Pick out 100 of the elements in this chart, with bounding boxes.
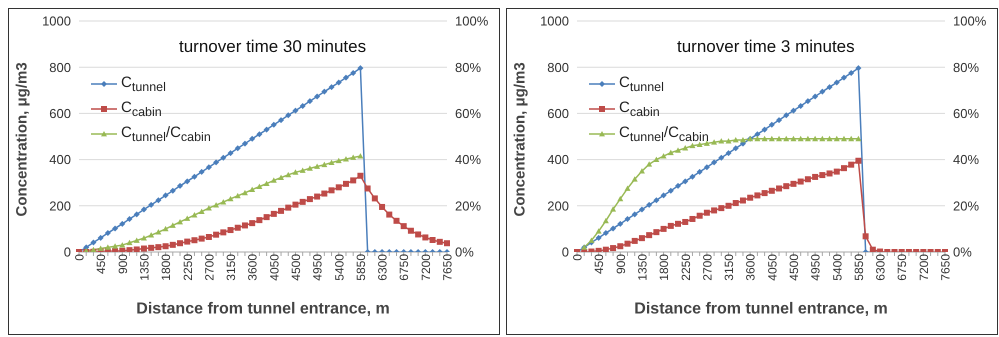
point — [430, 236, 436, 243]
point — [314, 94, 320, 100]
point — [848, 162, 854, 168]
point — [689, 174, 696, 180]
point — [855, 65, 862, 72]
point — [112, 225, 118, 232]
point — [242, 140, 248, 147]
point — [689, 142, 696, 148]
point — [870, 246, 876, 252]
point — [98, 234, 104, 241]
point — [184, 216, 190, 221]
point — [617, 243, 624, 250]
point — [256, 217, 262, 224]
point — [242, 190, 248, 196]
point — [754, 131, 760, 138]
point — [422, 234, 428, 240]
point — [104, 230, 111, 236]
point — [306, 98, 313, 104]
x-tick-label: 0 — [72, 254, 87, 261]
point — [415, 231, 422, 238]
point — [783, 136, 790, 142]
point — [588, 237, 594, 243]
point — [840, 165, 847, 172]
point — [328, 187, 335, 194]
x-tick-label: 4950 — [808, 254, 823, 281]
point — [768, 188, 775, 194]
point — [776, 136, 782, 142]
point — [155, 197, 162, 204]
point — [762, 126, 768, 133]
point — [249, 186, 256, 192]
point — [768, 122, 775, 128]
point — [819, 172, 826, 178]
point — [747, 194, 754, 201]
y2-tick-label: 0% — [455, 244, 474, 260]
point — [220, 199, 226, 205]
point — [300, 103, 306, 110]
y-tick-label: 200 — [547, 198, 569, 214]
point — [228, 150, 234, 156]
point — [638, 235, 645, 242]
point — [292, 202, 298, 208]
x-tick-label: 7200 — [418, 254, 433, 281]
point — [256, 131, 262, 138]
point — [602, 246, 609, 252]
y-tick-label: 800 — [547, 60, 569, 75]
point — [306, 196, 313, 202]
y2-tick-label: 0% — [953, 244, 972, 260]
point — [278, 208, 284, 214]
x-tick-label: 2700 — [202, 254, 216, 281]
point — [249, 220, 256, 226]
point — [364, 185, 371, 192]
x-tick-label: 6300 — [376, 254, 390, 281]
y-tick-label: 1000 — [42, 14, 71, 29]
point — [632, 211, 638, 218]
point — [718, 138, 724, 144]
point — [342, 156, 349, 162]
x-tick-label: 4500 — [288, 254, 303, 281]
point — [350, 70, 356, 76]
x-tick-label: 450 — [592, 254, 606, 274]
y-tick-label: 600 — [49, 106, 71, 122]
point — [711, 159, 718, 166]
legend-label: C$_{tunnel}$/C$_{cabin}$ — [121, 124, 211, 144]
x-tick-label: 5400 — [830, 254, 844, 281]
point — [668, 150, 674, 156]
point — [711, 207, 718, 214]
point — [314, 194, 320, 200]
x-tick-label: 1350 — [137, 254, 152, 281]
point — [220, 229, 226, 236]
point — [184, 238, 190, 245]
point — [696, 168, 703, 175]
point — [638, 168, 645, 174]
point — [336, 79, 342, 86]
y2-tick-label: 80% — [455, 60, 482, 75]
y2-tick-label: 100% — [455, 14, 489, 29]
point — [198, 236, 205, 242]
point — [198, 208, 205, 214]
point — [617, 196, 624, 202]
x-tick-label: 7650 — [938, 254, 953, 281]
point — [119, 242, 126, 248]
point — [834, 136, 840, 142]
point — [660, 226, 667, 232]
point — [300, 198, 306, 205]
y2-tick-label: 40% — [455, 152, 482, 168]
point — [140, 235, 147, 241]
point — [682, 178, 688, 184]
point — [191, 237, 198, 244]
point — [653, 229, 660, 236]
point — [762, 190, 768, 196]
point — [689, 216, 696, 222]
x-tick-label: 5400 — [332, 254, 346, 281]
point — [718, 205, 724, 212]
point — [213, 202, 220, 208]
point — [220, 154, 226, 161]
point — [675, 147, 682, 153]
point — [660, 153, 667, 159]
point — [602, 218, 609, 224]
point — [148, 232, 154, 238]
point — [783, 112, 790, 118]
y2-tick-label: 60% — [455, 106, 482, 122]
point — [328, 160, 335, 166]
point — [162, 192, 169, 198]
